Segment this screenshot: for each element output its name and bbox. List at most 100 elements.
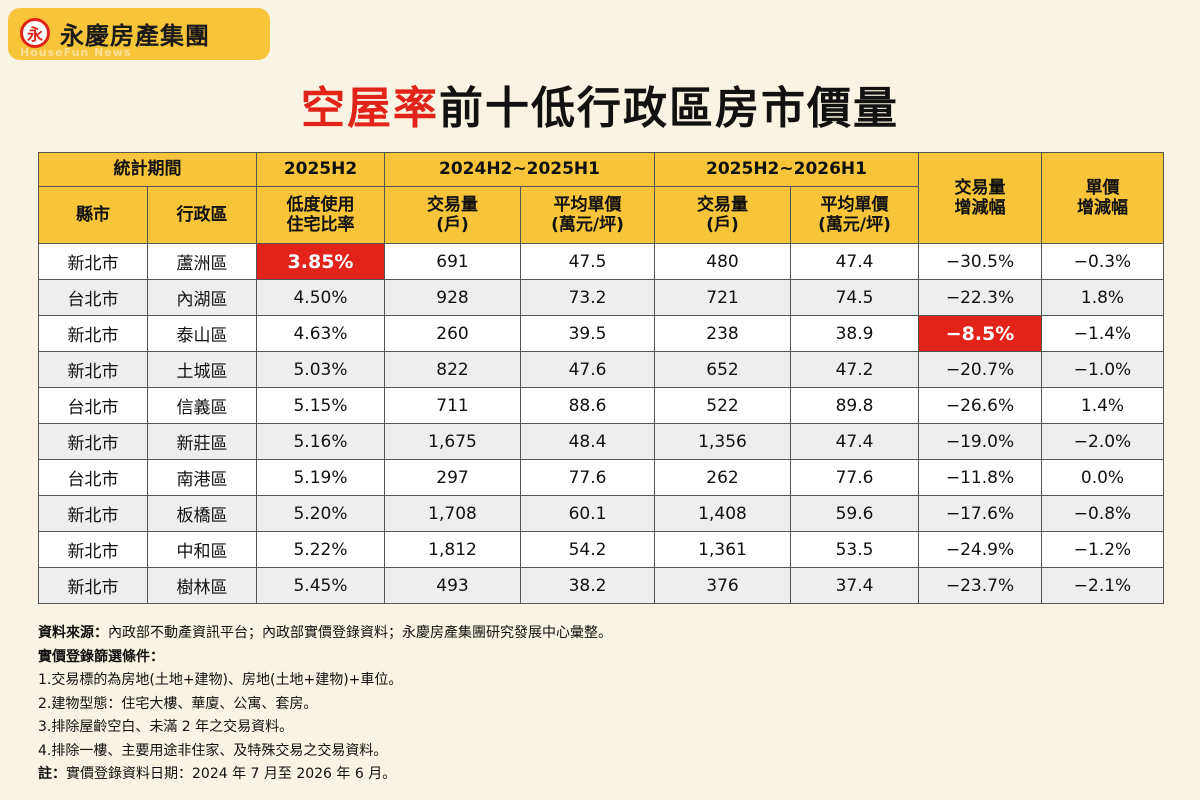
cell-price-change: 1.8%	[1041, 279, 1164, 316]
cell-price-change: −1.4%	[1041, 315, 1164, 352]
cell-city: 台北市	[38, 279, 148, 316]
cell-price-change: 1.4%	[1041, 387, 1164, 424]
cell-volume-2: 1,361	[654, 531, 791, 568]
cell-price-change: −0.3%	[1041, 243, 1164, 280]
cell-volume-change: −23.7%	[918, 567, 1042, 604]
header-volume-2: 交易量 (戶)	[654, 186, 791, 244]
cell-low-use-rate: 5.03%	[256, 351, 385, 388]
table-row: 新北市 樹林區 5.45% 493 38.2 376 37.4 −23.7% −2.1%	[38, 567, 1164, 604]
header-volume-change: 交易量 增減幅	[918, 152, 1042, 244]
cell-district: 內湖區	[147, 279, 257, 316]
cell-volume-1: 711	[384, 387, 521, 424]
header-2025h2: 2025H2	[256, 152, 385, 187]
filter-label: 實價登錄篩選條件：	[38, 648, 164, 665]
cell-price-1: 88.6	[520, 387, 655, 424]
table-row: 新北市 中和區 5.22% 1,812 54.2 1,361 53.5 −24.9% −1.2%	[38, 531, 1164, 568]
filter-item: 2.建物型態：住宅大樓、華廈、公寓、套房。	[38, 695, 318, 712]
header-low-use-rate: 低度使用 住宅比率	[256, 186, 385, 244]
cell-city: 新北市	[38, 531, 148, 568]
page-title: 空屋率前十低行政區房市價量	[0, 72, 1200, 136]
cell-price-change: −0.8%	[1041, 495, 1164, 532]
cell-low-use-rate: 5.15%	[256, 387, 385, 424]
cell-district: 板橋區	[147, 495, 257, 532]
cell-price-1: 39.5	[520, 315, 655, 352]
cell-price-2: 74.5	[790, 279, 919, 316]
header-price-change: 單價 增減幅	[1041, 152, 1164, 244]
cell-price-change: −1.2%	[1041, 531, 1164, 568]
cell-city: 新北市	[38, 495, 148, 532]
cell-price-2: 47.4	[790, 423, 919, 460]
cell-price-change: −2.1%	[1041, 567, 1164, 604]
table-row: 新北市 板橋區 5.20% 1,708 60.1 1,408 59.6 −17.6% −0.8%	[38, 495, 1164, 532]
header-district: 行政區	[147, 186, 257, 244]
cell-district: 信義區	[147, 387, 257, 424]
header-period-1: 2024H2~2025H1	[384, 152, 655, 187]
cell-low-use-rate: 5.20%	[256, 495, 385, 532]
cell-volume-1: 1,675	[384, 423, 521, 460]
header-volume-1: 交易量 (戶)	[384, 186, 521, 244]
cell-volume-1: 822	[384, 351, 521, 388]
cell-volume-change: −24.9%	[918, 531, 1042, 568]
table-row: 新北市 蘆洲區 3.85% 691 47.5 480 47.4 −30.5% −0.3%	[38, 243, 1164, 280]
cell-district: 樹林區	[147, 567, 257, 604]
cell-volume-1: 493	[384, 567, 521, 604]
cell-volume-2: 480	[654, 243, 791, 280]
header-price-1: 平均單價 (萬元/坪)	[520, 186, 655, 244]
table-row: 新北市 新莊區 5.16% 1,675 48.4 1,356 47.4 −19.0% −2.0%	[38, 423, 1164, 460]
brand-subtitle: HouseFun News	[20, 46, 132, 59]
cell-volume-1: 1,812	[384, 531, 521, 568]
cell-district: 蘆洲區	[147, 243, 257, 280]
cell-volume-2: 262	[654, 459, 791, 496]
cell-price-2: 38.9	[790, 315, 919, 352]
cell-low-use-rate: 3.85%	[256, 243, 385, 280]
table-row: 新北市 土城區 5.03% 822 47.6 652 47.2 −20.7% −1.0%	[38, 351, 1164, 388]
cell-volume-change: −19.0%	[918, 423, 1042, 460]
cell-volume-change: −22.3%	[918, 279, 1042, 316]
brand-name: 永慶房產集團	[60, 22, 210, 50]
cell-volume-1: 260	[384, 315, 521, 352]
filter-item: 1.交易標的為房地(土地+建物)、房地(土地+建物)+車位。	[38, 672, 403, 688]
brand-mark-icon: 永	[20, 18, 50, 48]
cell-low-use-rate: 5.22%	[256, 531, 385, 568]
cell-volume-1: 297	[384, 459, 521, 496]
cell-price-1: 38.2	[520, 567, 655, 604]
cell-price-change: −2.0%	[1041, 423, 1164, 460]
notes-section: 資料來源：內政部不動產資訊平台；內政部實價登錄資料；永慶房產集團研究發展中心彙整…	[38, 622, 1163, 787]
filter-item: 3.排除屋齡空白、未滿 2 年之交易資料。	[38, 719, 294, 735]
cell-volume-1: 691	[384, 243, 521, 280]
cell-district: 南港區	[147, 459, 257, 496]
cell-price-1: 60.1	[520, 495, 655, 532]
cell-price-change: −1.0%	[1041, 351, 1164, 388]
cell-volume-2: 376	[654, 567, 791, 604]
cell-price-2: 77.6	[790, 459, 919, 496]
cell-price-1: 47.6	[520, 351, 655, 388]
header-period: 統計期間	[38, 152, 257, 187]
cell-price-1: 77.6	[520, 459, 655, 496]
cell-volume-change: −8.5%	[918, 315, 1042, 352]
cell-city: 新北市	[38, 315, 148, 352]
cell-volume-2: 522	[654, 387, 791, 424]
header-city: 縣市	[38, 186, 148, 244]
cell-volume-change: −20.7%	[918, 351, 1042, 388]
cell-volume-2: 1,408	[654, 495, 791, 532]
cell-price-1: 54.2	[520, 531, 655, 568]
cell-volume-change: −26.6%	[918, 387, 1042, 424]
cell-price-2: 47.4	[790, 243, 919, 280]
cell-volume-change: −30.5%	[918, 243, 1042, 280]
title-highlight: 空屋率	[301, 83, 439, 134]
title-rest: 前十低行政區房市價量	[439, 83, 899, 134]
cell-price-1: 48.4	[520, 423, 655, 460]
cell-low-use-rate: 5.16%	[256, 423, 385, 460]
cell-price-2: 47.2	[790, 351, 919, 388]
cell-volume-1: 1,708	[384, 495, 521, 532]
cell-volume-2: 1,356	[654, 423, 791, 460]
cell-price-1: 47.5	[520, 243, 655, 280]
cell-city: 台北市	[38, 459, 148, 496]
cell-volume-2: 721	[654, 279, 791, 316]
cell-city: 新北市	[38, 567, 148, 604]
cell-low-use-rate: 4.63%	[256, 315, 385, 352]
cell-district: 泰山區	[147, 315, 257, 352]
cell-volume-2: 238	[654, 315, 791, 352]
cell-volume-2: 652	[654, 351, 791, 388]
cell-city: 新北市	[38, 243, 148, 280]
